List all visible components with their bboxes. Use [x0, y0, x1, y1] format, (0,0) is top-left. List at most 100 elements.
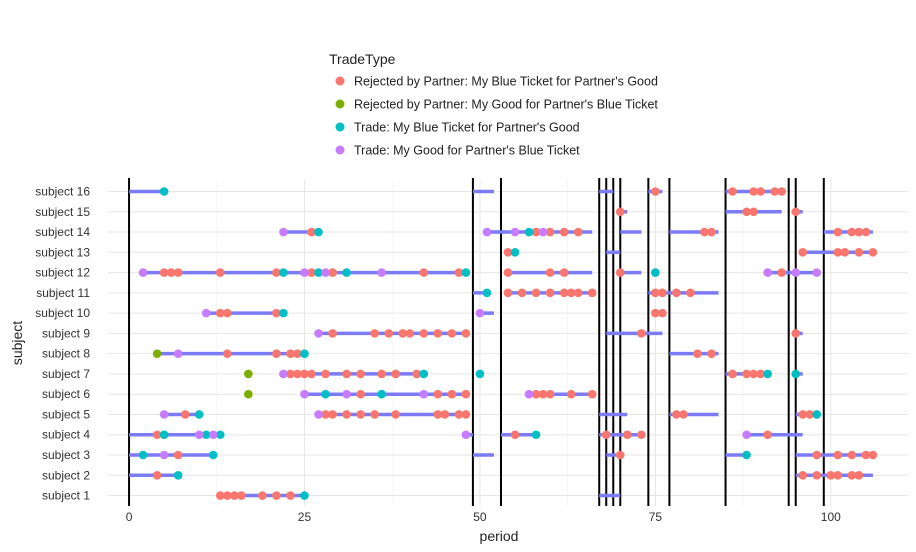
- data-point: [377, 268, 386, 277]
- data-point: [559, 268, 569, 277]
- y-tick-label: subject 3: [42, 448, 90, 462]
- data-point: [587, 288, 597, 298]
- data-point: [433, 410, 443, 419]
- y-tick-label: subject 6: [42, 387, 90, 401]
- data-point: [384, 329, 394, 338]
- data-point: [173, 470, 183, 480]
- data-point: [342, 369, 351, 379]
- data-point: [419, 369, 429, 379]
- data-point: [833, 450, 843, 460]
- data-point: [637, 329, 646, 338]
- data-point: [651, 187, 660, 196]
- data-point: [328, 268, 337, 277]
- data-point: [531, 389, 541, 399]
- data-point: [419, 329, 429, 338]
- data-point: [517, 288, 527, 298]
- data-point: [279, 369, 288, 379]
- data-point: [651, 308, 660, 318]
- data-point: [328, 410, 337, 419]
- y-tick-label: subject 14: [35, 225, 90, 239]
- data-point: [510, 227, 520, 237]
- data-point: [812, 470, 822, 480]
- data-point: [152, 349, 162, 358]
- data-point: [707, 227, 716, 237]
- data-point: [419, 389, 429, 399]
- data-point: [756, 369, 765, 379]
- data-point: [398, 329, 408, 338]
- data-point: [300, 389, 309, 399]
- y-tick-labels: subject 1 subject 2 subject 3 subject 4 subj…: [35, 185, 90, 503]
- y-tick-label: subject 12: [35, 266, 90, 280]
- data-point: [454, 268, 464, 277]
- data-point: [356, 369, 365, 379]
- data-point: [433, 329, 443, 338]
- data-point: [742, 369, 751, 379]
- x-tick-label: 100: [821, 510, 841, 524]
- y-tick-label: subject 15: [35, 205, 90, 219]
- data-point: [222, 491, 232, 500]
- data-point: [272, 349, 281, 358]
- data-point: [791, 268, 801, 277]
- y-tick-label: subject 7: [42, 367, 90, 381]
- data-point: [805, 410, 815, 419]
- data-point: [342, 389, 351, 399]
- legend-title: TradeType: [329, 51, 396, 67]
- data-point: [854, 470, 864, 480]
- legend-label: Trade: My Blue Ticket for Partner's Good: [354, 121, 580, 135]
- data-point: [208, 430, 218, 440]
- y-tick-label: subject 16: [35, 185, 90, 199]
- data-point: [587, 389, 597, 399]
- data-point: [272, 491, 281, 500]
- data-point: [286, 349, 295, 358]
- data-point: [826, 470, 836, 480]
- points: [138, 187, 878, 500]
- data-point: [194, 410, 204, 419]
- legend-key: [335, 76, 345, 86]
- data-point: [461, 389, 471, 399]
- data-point: [230, 491, 239, 500]
- data-point: [222, 308, 232, 318]
- data-point: [314, 227, 323, 237]
- data-point: [286, 369, 295, 379]
- data-point: [847, 227, 857, 237]
- data-point: [756, 187, 765, 196]
- data-point: [545, 389, 555, 399]
- x-tick-label: 25: [298, 510, 312, 524]
- data-point: [672, 288, 681, 298]
- data-point: [222, 349, 232, 358]
- data-point: [503, 248, 513, 257]
- data-point: [707, 349, 716, 358]
- y-tick-label: subject 13: [35, 245, 90, 259]
- data-point: [293, 349, 302, 358]
- data-point: [475, 308, 485, 318]
- data-point: [152, 470, 162, 480]
- data-point: [658, 308, 667, 318]
- data-point: [208, 450, 218, 460]
- data-point: [798, 470, 808, 480]
- data-point: [482, 288, 492, 298]
- data-point: [201, 430, 211, 440]
- data-point: [180, 410, 190, 419]
- data-point: [447, 389, 457, 399]
- data-point: [461, 268, 471, 277]
- legend-key: [335, 99, 345, 109]
- data-point: [377, 369, 386, 379]
- data-point: [503, 288, 513, 298]
- data-point: [510, 430, 520, 440]
- y-tick-label: subject 8: [42, 347, 90, 361]
- data-point: [840, 248, 850, 257]
- data-point: [342, 268, 351, 277]
- data-point: [658, 288, 667, 298]
- data-point: [700, 227, 709, 237]
- data-point: [854, 227, 864, 237]
- data-point: [215, 491, 225, 500]
- vertical-lines: [128, 178, 825, 506]
- data-point: [868, 450, 878, 460]
- data-point: [545, 288, 555, 298]
- data-point: [545, 268, 555, 277]
- data-point: [433, 389, 443, 399]
- data-point: [545, 227, 555, 237]
- data-point: [615, 207, 625, 217]
- data-point: [279, 227, 288, 237]
- data-point: [159, 410, 169, 419]
